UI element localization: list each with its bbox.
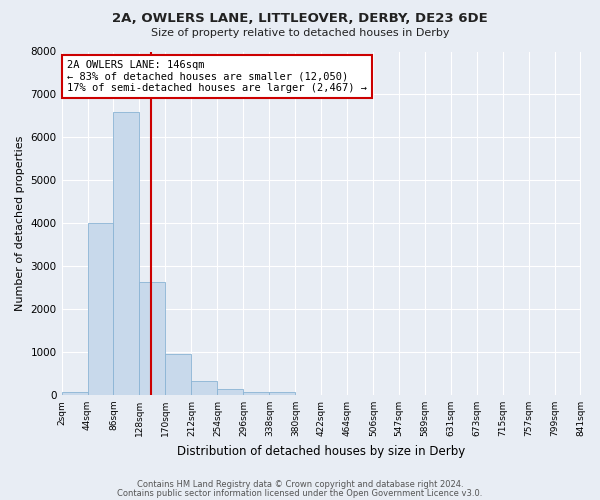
Text: Contains public sector information licensed under the Open Government Licence v3: Contains public sector information licen… (118, 488, 482, 498)
X-axis label: Distribution of detached houses by size in Derby: Distribution of detached houses by size … (177, 444, 465, 458)
Bar (269, 392, 295, 395)
Bar (217, 389, 244, 395)
Text: Size of property relative to detached houses in Derby: Size of property relative to detached ho… (151, 28, 449, 38)
Bar (62, 392, 88, 395)
Text: 2A, OWLERS LANE, LITTLEOVER, DERBY, DE23 6DE: 2A, OWLERS LANE, LITTLEOVER, DERBY, DE23… (112, 12, 488, 26)
Bar (139, 282, 166, 395)
Bar (244, 392, 269, 395)
Y-axis label: Number of detached properties: Number of detached properties (15, 136, 25, 311)
Text: Contains HM Land Registry data © Crown copyright and database right 2024.: Contains HM Land Registry data © Crown c… (137, 480, 463, 489)
Bar (88, 223, 113, 395)
Bar (113, 112, 139, 395)
Bar (191, 381, 217, 395)
Bar (166, 354, 191, 395)
Text: 2A OWLERS LANE: 146sqm
← 83% of detached houses are smaller (12,050)
17% of semi: 2A OWLERS LANE: 146sqm ← 83% of detached… (67, 60, 367, 94)
